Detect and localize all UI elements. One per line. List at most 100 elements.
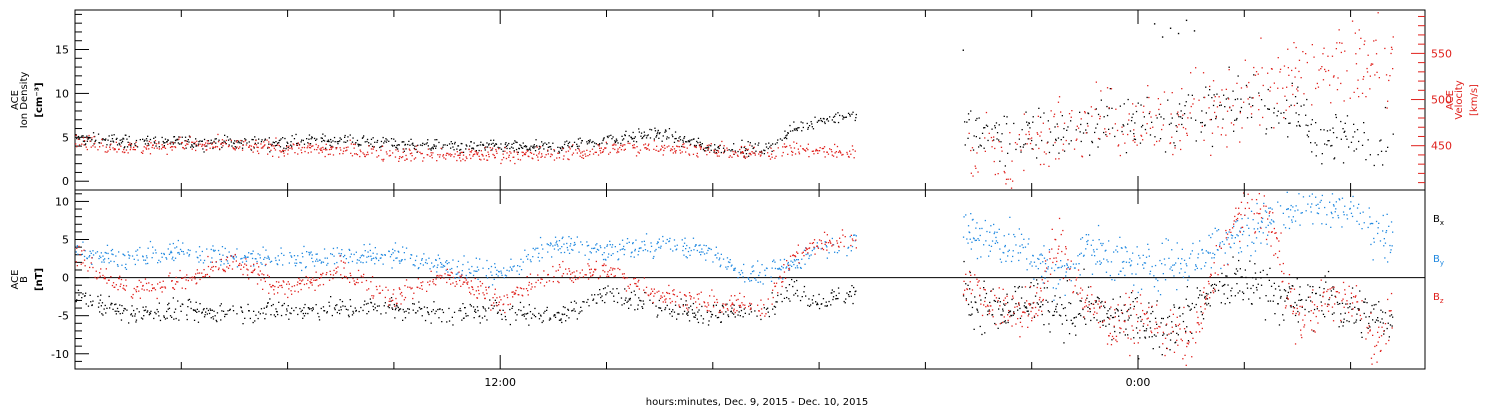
data-point-By xyxy=(428,257,430,259)
data-point-left xyxy=(1228,66,1230,68)
data-point-Bx xyxy=(297,313,299,316)
data-point-By xyxy=(754,277,756,280)
data-point-right xyxy=(695,146,697,149)
data-point-right xyxy=(503,156,505,159)
data-point-By xyxy=(1010,260,1013,263)
data-point-Bx xyxy=(505,319,507,321)
data-point-left xyxy=(789,124,791,127)
data-point-left xyxy=(647,134,649,136)
data-point-left xyxy=(178,143,181,145)
data-point-Bx xyxy=(606,292,608,294)
data-point-By xyxy=(171,258,173,260)
data-point-By xyxy=(1196,267,1198,269)
data-point-By xyxy=(1048,249,1051,251)
data-point-Bx xyxy=(397,306,399,309)
data-point-right xyxy=(1186,134,1188,136)
data-point-Bx xyxy=(1337,303,1339,305)
data-point-right xyxy=(815,150,817,152)
data-point-left xyxy=(534,150,537,152)
data-point-Bz xyxy=(177,281,179,283)
data-point-left xyxy=(641,137,643,140)
data-point-Bx xyxy=(398,308,400,310)
data-point-right xyxy=(519,159,522,161)
data-point-By xyxy=(1105,271,1108,273)
data-point-By xyxy=(989,250,991,252)
data-point-right xyxy=(581,151,583,153)
data-point-By xyxy=(970,248,972,250)
data-point-Bz xyxy=(151,284,153,286)
data-point-By xyxy=(781,265,783,268)
data-point-right xyxy=(83,144,85,146)
data-point-left xyxy=(614,140,616,142)
data-point-By xyxy=(688,247,691,249)
data-point-right xyxy=(288,145,290,147)
data-point-left xyxy=(731,149,734,151)
data-point-Bx xyxy=(417,310,419,312)
data-point-Bx xyxy=(394,317,396,319)
data-point-By xyxy=(537,256,539,258)
data-point-Bx xyxy=(697,311,699,313)
data-point-By xyxy=(1362,211,1364,213)
data-point-right xyxy=(798,151,800,153)
data-point-left xyxy=(517,151,519,153)
data-point-Bx xyxy=(812,302,814,304)
data-point-Bx xyxy=(971,313,973,315)
data-point-left xyxy=(394,140,397,142)
data-point-right xyxy=(371,152,373,154)
data-point-left xyxy=(251,138,253,141)
data-point-By xyxy=(562,236,564,238)
data-point-By xyxy=(731,264,733,266)
data-point-By xyxy=(1055,287,1057,290)
data-point-Bx xyxy=(1205,292,1207,295)
data-point-By xyxy=(471,265,473,268)
data-point-left xyxy=(1144,128,1147,131)
data-point-left xyxy=(852,111,854,113)
data-point-By xyxy=(1382,230,1384,232)
data-point-right xyxy=(558,157,561,159)
data-point-right xyxy=(1259,124,1261,126)
data-point-right xyxy=(124,151,126,153)
data-point-right xyxy=(398,160,400,162)
data-point-left xyxy=(508,142,510,145)
data-point-left xyxy=(219,148,221,151)
data-point-left xyxy=(118,142,120,145)
data-point-By xyxy=(1070,280,1072,282)
data-point-left xyxy=(533,147,535,149)
data-point-Bz xyxy=(104,278,106,280)
data-point-left xyxy=(796,129,798,132)
data-point-Bx xyxy=(1210,291,1212,294)
data-point-right xyxy=(267,146,269,148)
data-point-left xyxy=(981,132,984,134)
data-point-right xyxy=(409,153,412,155)
data-point-Bx xyxy=(1273,282,1275,284)
data-point-left xyxy=(1265,128,1268,130)
data-point-By xyxy=(1000,261,1003,263)
data-point-Bx xyxy=(1195,303,1197,306)
data-point-left xyxy=(1122,124,1124,126)
data-point-right xyxy=(431,157,433,159)
data-point-left xyxy=(188,141,190,143)
data-point-right xyxy=(1341,42,1343,44)
data-point-left xyxy=(224,141,226,143)
data-point-right xyxy=(1124,142,1126,144)
data-point-Bx xyxy=(1236,283,1238,285)
data-point-right xyxy=(373,146,375,148)
data-point-right xyxy=(360,150,362,153)
data-point-left xyxy=(177,139,179,141)
data-point-right xyxy=(739,148,741,151)
data-point-By xyxy=(681,239,683,241)
data-point-left xyxy=(1332,127,1334,129)
data-point-Bx xyxy=(1030,282,1032,284)
data-point-Bx xyxy=(222,310,225,312)
data-point-Bx xyxy=(157,311,159,313)
data-point-Bx xyxy=(544,310,546,312)
data-point-right xyxy=(544,156,546,158)
data-point-By xyxy=(83,255,86,258)
data-point-Bx xyxy=(685,300,687,302)
data-point-By xyxy=(1226,239,1228,241)
data-point-left xyxy=(702,148,705,151)
data-point-By xyxy=(1385,230,1388,232)
data-point-left xyxy=(1009,143,1011,145)
data-point-left xyxy=(190,146,192,148)
data-point-right xyxy=(359,155,361,158)
